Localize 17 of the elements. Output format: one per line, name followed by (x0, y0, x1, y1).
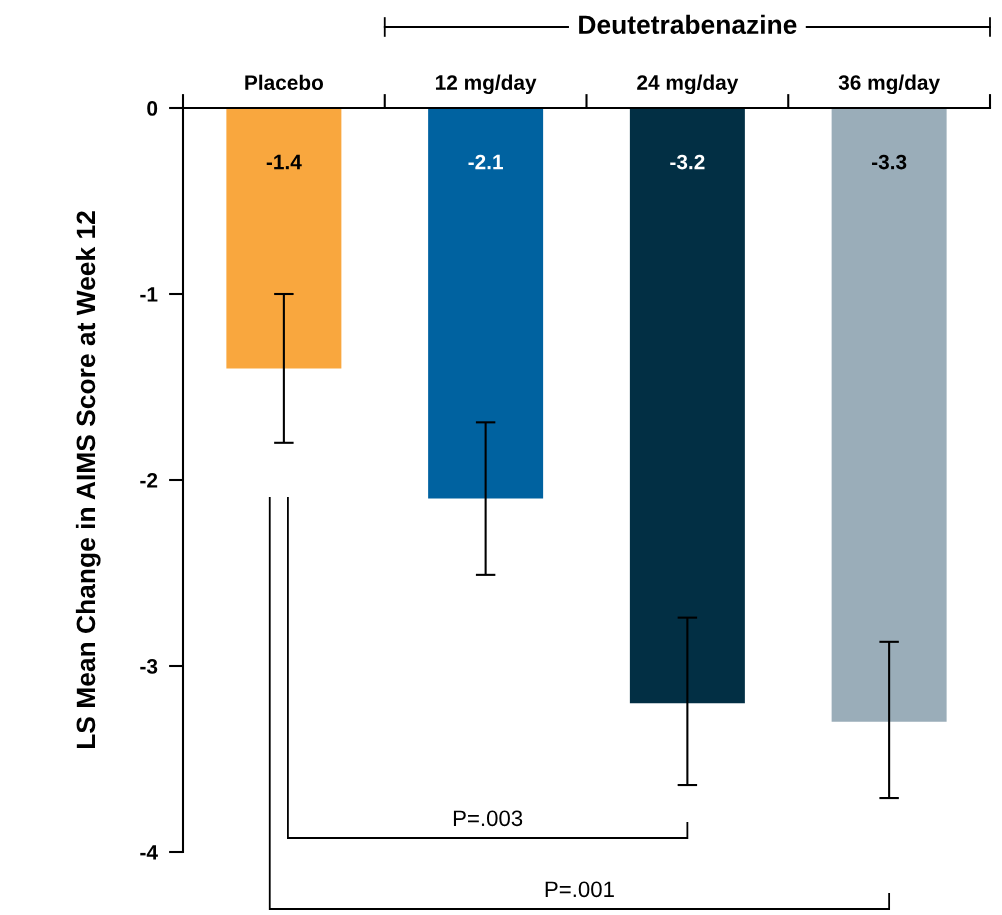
annotation: P=.003 (453, 810, 523, 827)
data-label: -1.4 (266, 154, 302, 170)
y-tick-label: -1 (140, 287, 158, 302)
x-tick-label: 36 mg/day (838, 74, 940, 95)
text: Deutetrabenazine (579, 14, 797, 35)
x-tick-label: 12 mg/day (435, 74, 537, 95)
y-tick-label: -4 (140, 845, 158, 860)
x-tick-label: Placebo (245, 74, 324, 90)
text: P=.001 (545, 881, 614, 898)
y-tick-label: -2 (140, 473, 158, 488)
data-label: -2.1 (468, 154, 503, 170)
x-tick-label: 24 mg/day (637, 74, 739, 95)
y-tick-label: 0 (147, 101, 158, 116)
data-label: -3.3 (871, 154, 907, 170)
data-label: -3.2 (670, 154, 705, 170)
y-tick-label: -3 (140, 659, 158, 674)
y-axis-title: LS Mean Change in AIMS Score at Week 12 (75, 211, 101, 749)
